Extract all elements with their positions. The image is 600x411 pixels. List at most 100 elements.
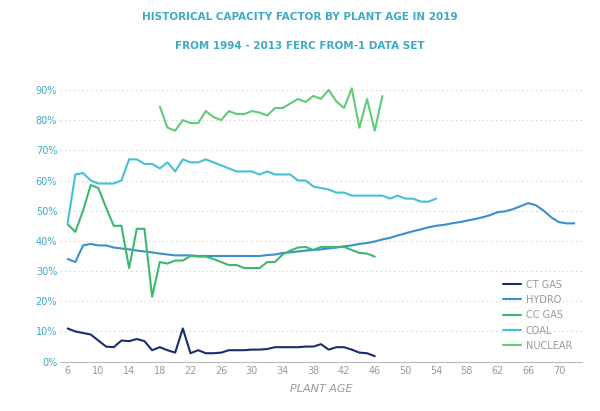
COAL [271, 172, 278, 177]
CT GAS [172, 350, 179, 355]
COAL [410, 196, 417, 201]
COAL [118, 178, 125, 183]
CC GAS [225, 263, 232, 268]
CC GAS [287, 248, 294, 253]
CT GAS [141, 339, 148, 344]
CC GAS [125, 266, 133, 270]
HYDRO [110, 245, 118, 250]
COAL [187, 160, 194, 165]
CT GAS [118, 338, 125, 343]
CC GAS [325, 245, 332, 249]
COAL [340, 190, 347, 195]
HYDRO [540, 208, 547, 213]
CT GAS [302, 344, 309, 349]
CT GAS [356, 350, 363, 355]
CC GAS [133, 226, 140, 231]
CT GAS [256, 347, 263, 352]
NUCLEAR [164, 125, 171, 130]
Line: CC GAS: CC GAS [68, 185, 375, 297]
Legend: CT GAS, HYDRO, CC GAS, COAL, NUCLEAR: CT GAS, HYDRO, CC GAS, COAL, NUCLEAR [503, 279, 572, 351]
CC GAS [356, 251, 363, 256]
CT GAS [271, 345, 278, 350]
NUCLEAR [340, 106, 347, 111]
COAL [279, 172, 286, 177]
COAL [141, 162, 148, 166]
CC GAS [218, 260, 225, 265]
CC GAS [241, 266, 248, 270]
CC GAS [340, 245, 347, 249]
CT GAS [179, 326, 187, 331]
CC GAS [348, 247, 355, 252]
CC GAS [371, 254, 379, 259]
COAL [95, 181, 102, 186]
NUCLEAR [348, 86, 355, 91]
CC GAS [310, 247, 317, 252]
HYDRO [524, 201, 532, 206]
COAL [371, 193, 379, 198]
CT GAS [317, 342, 325, 346]
CC GAS [202, 254, 209, 259]
NUCLEAR [233, 112, 240, 117]
CT GAS [187, 351, 194, 356]
CC GAS [187, 254, 194, 259]
CT GAS [110, 345, 118, 350]
CC GAS [302, 245, 309, 249]
CT GAS [279, 345, 286, 350]
CC GAS [333, 245, 340, 249]
CC GAS [295, 245, 302, 250]
CT GAS [149, 348, 156, 353]
NUCLEAR [279, 106, 286, 111]
COAL [72, 172, 79, 177]
NUCLEAR [202, 109, 209, 113]
NUCLEAR [172, 128, 179, 133]
NUCLEAR [287, 101, 294, 106]
CT GAS [263, 346, 271, 351]
NUCLEAR [194, 121, 202, 126]
CC GAS [210, 256, 217, 261]
CT GAS [194, 348, 202, 353]
COAL [172, 169, 179, 174]
COAL [310, 184, 317, 189]
COAL [225, 166, 232, 171]
CT GAS [225, 348, 232, 353]
CT GAS [233, 348, 240, 353]
NUCLEAR [379, 93, 386, 98]
HYDRO [133, 248, 140, 253]
COAL [295, 178, 302, 183]
COAL [87, 178, 94, 183]
COAL [433, 196, 440, 201]
COAL [110, 181, 118, 186]
CC GAS [118, 223, 125, 228]
COAL [164, 160, 171, 165]
CT GAS [103, 344, 110, 349]
CT GAS [164, 348, 171, 353]
X-axis label: PLANT AGE: PLANT AGE [290, 384, 352, 394]
COAL [263, 169, 271, 174]
CC GAS [179, 258, 187, 263]
CC GAS [271, 260, 278, 265]
Line: HYDRO: HYDRO [68, 203, 574, 262]
CC GAS [72, 229, 79, 234]
CC GAS [164, 261, 171, 266]
CT GAS [241, 348, 248, 353]
COAL [325, 187, 332, 192]
COAL [218, 163, 225, 168]
NUCLEAR [187, 121, 194, 126]
CC GAS [194, 254, 202, 259]
COAL [79, 171, 86, 175]
HYDRO [72, 260, 79, 265]
CT GAS [218, 350, 225, 355]
CT GAS [64, 326, 71, 331]
CT GAS [125, 339, 133, 344]
COAL [425, 199, 432, 204]
COAL [210, 160, 217, 165]
CC GAS [79, 208, 86, 213]
COAL [179, 157, 187, 162]
NUCLEAR [317, 97, 325, 102]
CC GAS [263, 260, 271, 265]
COAL [248, 169, 256, 174]
HYDRO [279, 251, 286, 256]
COAL [394, 193, 401, 198]
CT GAS [371, 354, 379, 359]
NUCLEAR [295, 97, 302, 102]
